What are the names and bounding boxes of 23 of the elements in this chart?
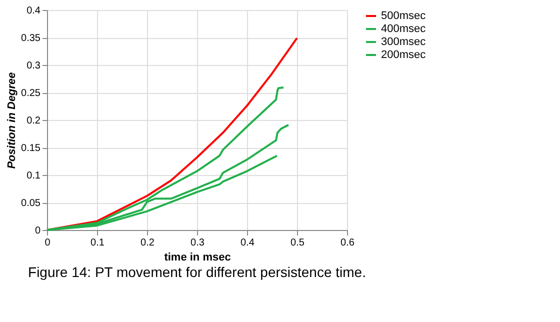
- x-tick-label: 0.4: [240, 238, 255, 248]
- x-axis-title: time in msec: [164, 252, 231, 264]
- y-tick-label: 0.1: [26, 170, 41, 182]
- y-tick-label: 0.4: [26, 6, 41, 16]
- y-tick-label: 0.25: [21, 88, 41, 99]
- y-tick-label: 0.2: [26, 116, 41, 126]
- y-tick-label: 0: [34, 226, 41, 236]
- x-tick-label: 0.3: [190, 238, 205, 248]
- text: Figure 14: PT movement for different persistence time.: [28, 264, 366, 280]
- x-tick-label: 0.1: [90, 238, 105, 248]
- y-tick-label: 0.05: [21, 198, 41, 209]
- x-tick-label: 0.2: [140, 238, 155, 248]
- legend-label: 300msec: [381, 36, 426, 48]
- legend-label: 500msec: [381, 10, 426, 22]
- y-tick-label: 0.15: [21, 143, 41, 154]
- x-tick-label: 0.5: [290, 238, 305, 248]
- x-tick-label: 0: [44, 238, 51, 248]
- y-tick-label: 0.3: [26, 60, 41, 72]
- legend-label: 200msec: [381, 49, 426, 61]
- x-tick-label: 0.6: [340, 238, 355, 248]
- y-tick-label: 0.35: [21, 33, 41, 44]
- legend-label: 400msec: [381, 23, 426, 35]
- y-axis-title: Position in Degree: [6, 72, 18, 169]
